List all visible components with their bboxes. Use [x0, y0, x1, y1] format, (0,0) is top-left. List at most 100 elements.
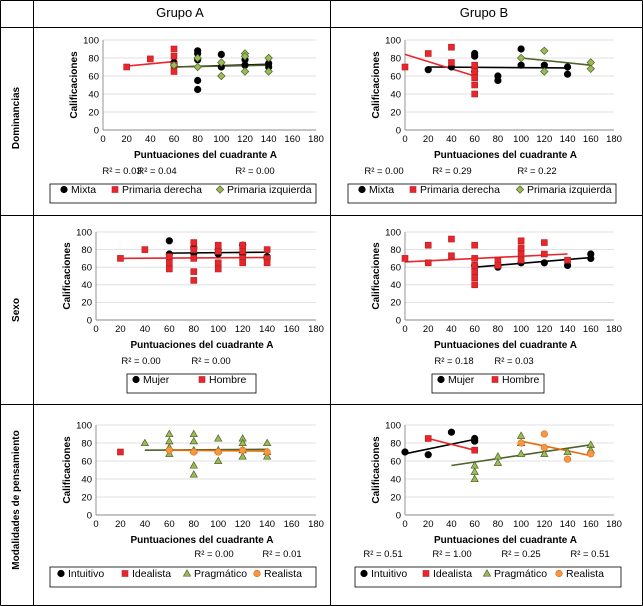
point-hombre — [214, 248, 222, 255]
x-tick-label: 40 — [140, 324, 151, 335]
point-hombre — [471, 281, 478, 289]
x-tick-label: 100 — [513, 324, 529, 335]
row-label-sexo: Sexo — [11, 298, 22, 322]
point-hombre — [401, 255, 409, 262]
y-tick-label: 20 — [390, 298, 401, 309]
x-tick-label: 0 — [402, 324, 407, 335]
point-primaria-izquierda — [586, 64, 595, 74]
legend-marker-hombre — [198, 376, 206, 383]
point-hombre — [214, 259, 222, 267]
y-tick-label: 100 — [385, 420, 401, 431]
r-squared-label: R² = 0.29 — [432, 166, 471, 177]
legend-label-hombre: Hombre — [502, 374, 540, 386]
y-tick-label: 0 — [87, 510, 92, 521]
x-tick-label: 100 — [210, 324, 226, 335]
y-tick-label: 80 — [88, 53, 99, 64]
x-tick-label: 40 — [446, 519, 457, 530]
trendline-primaria-derecha — [404, 53, 475, 77]
r-squared-label: R² = 0.00 — [364, 166, 403, 177]
y-tick-label: 40 — [390, 474, 401, 485]
trendline-realista — [520, 440, 591, 457]
legend-marker-mixta — [358, 185, 366, 194]
r-squared-label: R² = 0.00 — [194, 549, 233, 560]
row-label-modalidades: Modalidades de pensamiento — [11, 430, 22, 569]
point-realista — [587, 450, 595, 458]
point-realista — [190, 448, 198, 456]
legend-label-intuitivo: Intuitivo — [68, 568, 104, 580]
point-primaria-derecha — [147, 55, 154, 63]
x-tick-label: 60 — [469, 519, 480, 530]
point-mixta — [494, 76, 502, 85]
trendline-primaria-izquierda — [521, 57, 591, 66]
point-idealista — [471, 446, 478, 454]
chart-panel-5: 0 20 40 60 80 100 0 20 40 60 80 100 120 140 160 180 Punt… — [49, 420, 324, 588]
point-hombre — [517, 237, 525, 245]
point-realista — [165, 446, 173, 454]
point-pragmatico — [189, 436, 198, 445]
point-hombre — [424, 241, 432, 249]
row-label-dominancias: Dominancias — [11, 86, 22, 149]
point-primaria-derecha — [170, 45, 178, 53]
point-intuitivo — [447, 428, 456, 436]
point-primaria-izquierda — [240, 51, 250, 61]
x-tick-label: 160 — [284, 134, 300, 145]
legend-box — [126, 373, 257, 394]
legend-marker-hombre — [491, 376, 499, 383]
legend-marker-primaria-izquierda — [215, 185, 225, 194]
point-hombre — [517, 244, 525, 252]
point-hombre — [424, 259, 432, 267]
x-tick-label: 0 — [100, 134, 105, 145]
point-hombre — [564, 256, 571, 264]
point-pragmatico — [470, 474, 479, 483]
x-tick-label: 140 — [560, 519, 576, 530]
point-hombre — [471, 274, 478, 282]
chart-panel-2: 0 20 40 60 80 100 0 20 40 60 80 100 120 140 160 180 Punt… — [347, 35, 622, 204]
legend-label-intuitivo: Intuitivo — [371, 568, 407, 580]
y-tick-label: 20 — [81, 492, 92, 503]
y-tick-label: 100 — [76, 227, 92, 238]
x-tick-label: 60 — [469, 134, 480, 145]
legend-label-realista: Realista — [566, 568, 604, 580]
x-tick-label: 140 — [560, 324, 576, 335]
x-tick-label: 0 — [93, 324, 98, 335]
point-pragmatico — [238, 438, 247, 447]
chart-panel-6: 0 20 40 60 80 100 0 20 40 60 80 100 120 140 160 180 Punt… — [354, 420, 622, 588]
trendline-idealista — [428, 437, 475, 451]
point-pragmatico — [214, 456, 223, 465]
legend-marker-idealista — [121, 570, 129, 577]
chart-panel-3: 0 20 40 60 80 100 0 20 40 60 80 100 120 140 160 180 Punt… — [62, 227, 324, 394]
point-pragmatico — [238, 452, 247, 460]
x-tick-label: 40 — [140, 519, 151, 530]
point-primaria-derecha — [471, 68, 478, 75]
point-hombre — [448, 252, 455, 260]
r-squared-label: R² = 0.22 — [517, 166, 556, 177]
r-squared-label: R² = 0.03 — [102, 166, 141, 177]
point-primaria-izquierda — [217, 71, 226, 81]
x-tick-label: 120 — [235, 519, 251, 530]
y-axis-title: Calificaciones — [62, 436, 73, 504]
point-realista — [517, 439, 525, 447]
point-realista — [239, 446, 247, 454]
point-hombre — [214, 241, 222, 249]
x-tick-label: 20 — [115, 519, 126, 530]
y-axis-title: Calificaciones — [371, 242, 382, 310]
point-hombre — [541, 250, 548, 258]
legend-box — [431, 373, 545, 394]
legend-marker-intuitivo — [360, 569, 368, 578]
legend-label-pragmatico: Pragmático — [494, 568, 547, 580]
legend-label-idealista: Idealista — [433, 568, 472, 580]
point-hombre — [166, 265, 173, 273]
x-axis-title: Puntuaciones del cuadrante A — [131, 340, 274, 351]
point-primaria-derecha — [170, 52, 178, 60]
legend-label-realista: Realista — [264, 568, 302, 580]
point-pragmatico — [189, 429, 198, 438]
x-tick-label: 0 — [93, 519, 98, 530]
x-tick-label: 120 — [536, 519, 552, 530]
x-tick-label: 0 — [402, 519, 407, 530]
point-hombre — [239, 241, 246, 249]
point-intuitivo — [471, 437, 479, 445]
y-axis-title: Calificaciones — [62, 242, 73, 310]
point-pragmatico — [262, 438, 272, 447]
trendline-primaria-derecha — [126, 60, 175, 67]
